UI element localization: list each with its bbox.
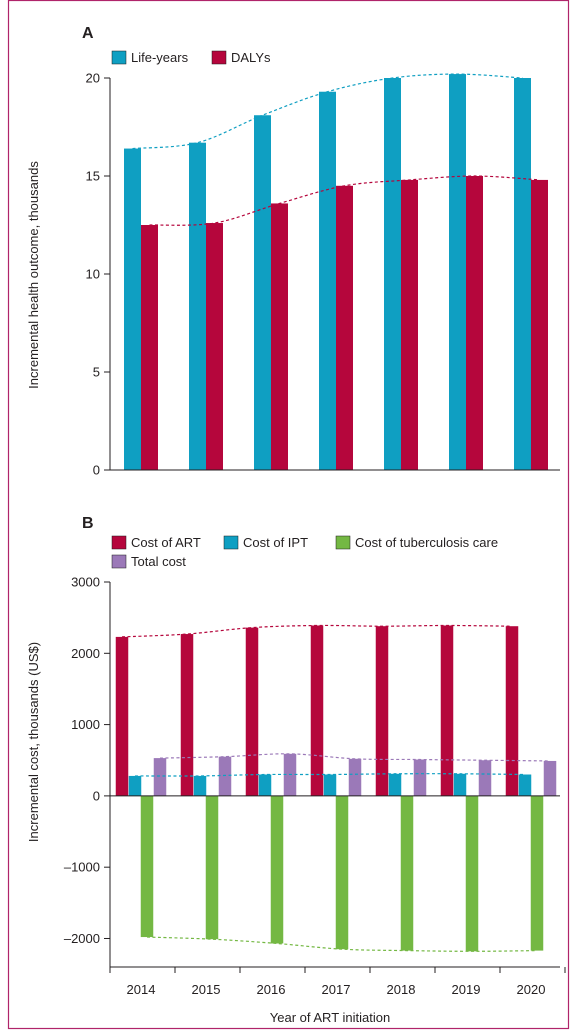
bar-cost-of-art-2014	[115, 636, 129, 796]
bar-life-years-2017	[319, 91, 336, 470]
bar-dalys-2019	[466, 176, 483, 470]
bar-cost-of-art-2018	[375, 626, 389, 796]
bar-cost-of-ipt-2019	[453, 773, 467, 796]
panel-b-legend: Cost of ART Cost of IPT Cost of tuberculos…	[111, 535, 498, 569]
y-tick-label: 15	[86, 169, 100, 184]
panel-b-x-axis: 2014 2015 2016 2017 2018 2019 2020	[109, 967, 566, 997]
panel-b-y-axis: –2000 –1000 0 1000 2000 3000	[64, 575, 110, 946]
legend-label-cost-of-tuberculosis-care: Cost of tuberculosis care	[355, 535, 498, 550]
bar-life-years-2014	[124, 148, 141, 470]
x-tick-label-2015: 2015	[192, 982, 221, 997]
panel-a-ylabel: Incremental health outcome, thousands	[26, 161, 41, 389]
bar-total-cost-2014	[153, 758, 167, 796]
legend-swatch-life-years	[111, 50, 127, 65]
trend-line-dalys	[149, 175, 540, 226]
x-tick-label-2017: 2017	[322, 982, 351, 997]
legend-label-dalys: DALYs	[231, 50, 271, 65]
bar-cost-of-tuberculosis-care-2017	[335, 795, 349, 950]
bar-dalys-2016	[271, 203, 288, 470]
bar-cost-of-tuberculosis-care-2014	[140, 795, 154, 938]
legend-swatch-cost-of-art	[111, 535, 127, 550]
legend-swatch-cost-of-tuberculosis-care	[335, 535, 351, 550]
bar-cost-of-tuberculosis-care-2016	[270, 795, 284, 944]
bar-cost-of-art-2020	[505, 626, 519, 796]
panel-b-ylabel: Incremental cost, thousands (US$)	[26, 642, 41, 842]
y-tick-label: 20	[86, 71, 100, 86]
x-tick-label-2018: 2018	[387, 982, 416, 997]
y-tick-label: 3000	[71, 575, 100, 590]
panel-a-legend: Life-years DALYs	[111, 50, 271, 65]
bar-dalys-2014	[141, 225, 158, 470]
bar-dalys-2020	[531, 179, 548, 471]
bar-total-cost-2019	[478, 760, 492, 796]
panel-a-axes	[109, 78, 560, 471]
y-tick-label: 0	[93, 463, 100, 478]
bar-cost-of-art-2015	[180, 634, 194, 796]
bar-life-years-2019	[449, 74, 466, 470]
bar-life-years-2015	[189, 142, 206, 470]
legend-label-cost-of-ipt: Cost of IPT	[243, 535, 308, 550]
bar-dalys-2018	[401, 179, 418, 471]
bar-cost-of-tuberculosis-care-2020	[530, 795, 544, 951]
bar-total-cost-2018	[413, 759, 427, 796]
y-tick-label: –1000	[64, 860, 100, 875]
legend-swatch-cost-of-ipt	[223, 535, 239, 550]
bar-cost-of-tuberculosis-care-2015	[205, 795, 219, 940]
bar-cost-of-art-2016	[245, 627, 259, 796]
bar-cost-of-tuberculosis-care-2019	[465, 795, 479, 952]
bar-dalys-2017	[336, 185, 353, 471]
bar-total-cost-2020	[543, 760, 557, 796]
bar-life-years-2018	[384, 78, 401, 470]
bar-cost-of-ipt-2017	[323, 774, 337, 796]
panel-a-label: A	[82, 25, 94, 42]
y-tick-label: 2000	[71, 646, 100, 661]
bar-life-years-2016	[254, 115, 271, 471]
panel-a-trend-lines	[132, 73, 540, 226]
legend-label-life-years: Life-years	[131, 50, 189, 65]
panel-a-bars	[124, 74, 548, 471]
trend-line-cost-of-tuberculosis-care	[146, 936, 538, 952]
x-tick-label-2016: 2016	[257, 982, 286, 997]
bar-cost-of-ipt-2018	[388, 773, 402, 796]
bar-total-cost-2015	[218, 756, 232, 796]
panel-b-axes	[109, 582, 560, 968]
bar-dalys-2015	[206, 223, 223, 470]
trend-line-life-years	[132, 73, 523, 150]
trend-line-cost-of-ipt	[134, 773, 526, 777]
bar-cost-of-ipt-2015	[193, 775, 207, 796]
panel-b-chart: B Cost of ART Cost of IPT Cost of tubercul…	[26, 515, 566, 1025]
y-tick-label: 0	[93, 788, 100, 803]
bar-cost-of-ipt-2020	[518, 774, 532, 796]
trend-line-cost-of-art	[121, 624, 513, 638]
x-tick-label-2014: 2014	[127, 982, 156, 997]
frame-border	[7, 0, 570, 1030]
bar-cost-of-art-2019	[440, 625, 454, 796]
y-tick-label: –2000	[64, 931, 100, 946]
panel-b-trend-lines	[121, 624, 551, 952]
bar-cost-of-art-2017	[310, 625, 324, 796]
panel-a-chart: A Life-years DALYs Incremental health out…	[26, 25, 560, 478]
bar-cost-of-ipt-2016	[258, 774, 272, 796]
x-tick-label-2019: 2019	[452, 982, 481, 997]
trend-line-total-cost	[159, 753, 551, 762]
bar-cost-of-tuberculosis-care-2018	[400, 795, 414, 951]
y-tick-label: 1000	[71, 717, 100, 732]
legend-label-cost-of-art: Cost of ART	[131, 535, 201, 550]
y-tick-label: 5	[93, 365, 100, 380]
panel-b-bars	[115, 625, 557, 952]
bar-cost-of-ipt-2014	[128, 775, 142, 796]
bar-life-years-2020	[514, 78, 531, 470]
y-tick-label: 10	[86, 267, 100, 282]
legend-swatch-total-cost	[111, 554, 127, 569]
bar-total-cost-2017	[348, 758, 362, 796]
panel-b-xlabel: Year of ART initiation	[270, 1010, 390, 1025]
panel-b-label: B	[82, 515, 94, 532]
legend-label-total-cost: Total cost	[131, 554, 186, 569]
panel-a-y-axis: 0 5 10 15 20	[86, 71, 110, 478]
x-tick-label-2020: 2020	[517, 982, 546, 997]
legend-swatch-dalys	[211, 50, 227, 65]
